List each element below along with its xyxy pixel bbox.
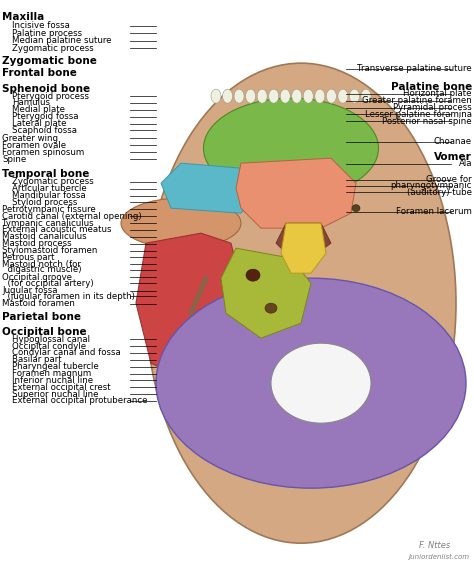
Text: Condylar canal and fossa: Condylar canal and fossa (12, 348, 121, 358)
Ellipse shape (349, 89, 359, 103)
Text: (auditory) tube: (auditory) tube (407, 188, 472, 197)
Text: Frontal bone: Frontal bone (2, 68, 77, 78)
Ellipse shape (265, 303, 277, 313)
Text: pharyngotympanic: pharyngotympanic (391, 181, 472, 190)
Ellipse shape (269, 89, 279, 103)
Ellipse shape (352, 205, 360, 212)
Text: Hamulus: Hamulus (12, 98, 50, 108)
Text: Scaphoid fossa: Scaphoid fossa (12, 126, 77, 135)
Text: Medial plate: Medial plate (12, 105, 65, 114)
Text: Lesser palatine foramina: Lesser palatine foramina (365, 110, 472, 119)
Text: Mastoid foramen: Mastoid foramen (2, 299, 75, 308)
Ellipse shape (211, 89, 221, 103)
Text: Mastoid canaliculus: Mastoid canaliculus (2, 232, 87, 241)
Polygon shape (136, 233, 241, 383)
Ellipse shape (203, 98, 379, 198)
Text: Occipital groove: Occipital groove (2, 273, 72, 282)
Text: Pharyngeal tubercle: Pharyngeal tubercle (12, 362, 99, 371)
Ellipse shape (156, 278, 466, 488)
Text: Mastoid process: Mastoid process (2, 239, 72, 248)
Text: Pterygoid process: Pterygoid process (12, 92, 89, 101)
Text: Mastoid notch (for: Mastoid notch (for (2, 260, 81, 269)
Text: Pyramidal process: Pyramidal process (393, 103, 472, 112)
Ellipse shape (338, 89, 348, 103)
Text: Petrous part: Petrous part (2, 253, 55, 262)
Text: F. Nttes: F. Nttes (419, 541, 450, 550)
Text: Foramen ovale: Foramen ovale (2, 141, 66, 150)
Text: Vomer: Vomer (434, 152, 472, 162)
Text: External occipital protuberance: External occipital protuberance (12, 396, 147, 406)
Ellipse shape (271, 343, 371, 423)
Ellipse shape (246, 269, 260, 281)
Ellipse shape (246, 89, 255, 103)
Ellipse shape (361, 89, 371, 103)
Text: Posterior nasal spine: Posterior nasal spine (383, 117, 472, 126)
Text: Occipital condyle: Occipital condyle (12, 341, 86, 351)
Ellipse shape (234, 89, 244, 103)
Text: Tympanic canaliculus: Tympanic canaliculus (2, 219, 94, 228)
Text: Median palatine suture: Median palatine suture (12, 36, 111, 45)
Ellipse shape (315, 89, 325, 103)
Text: Pterygoid fossa: Pterygoid fossa (12, 112, 79, 121)
Text: Groove for: Groove for (427, 175, 472, 184)
Text: Palatine bone: Palatine bone (391, 82, 472, 92)
Ellipse shape (121, 198, 241, 248)
Text: Maxilla: Maxilla (2, 12, 44, 22)
Ellipse shape (303, 89, 313, 103)
Text: Styloid process: Styloid process (12, 198, 77, 207)
Polygon shape (236, 158, 356, 228)
Text: Jugular fossa: Jugular fossa (2, 286, 57, 295)
Text: Greater palatine foramen: Greater palatine foramen (362, 96, 472, 105)
Text: Hypoglossal canal: Hypoglossal canal (12, 335, 90, 344)
Text: Zygomatic process: Zygomatic process (12, 177, 94, 186)
Text: Juniordenlist.com: Juniordenlist.com (408, 554, 469, 560)
Ellipse shape (257, 89, 267, 103)
Text: Transverse palatine suture: Transverse palatine suture (357, 64, 472, 73)
Text: Inferior nuchal line: Inferior nuchal line (12, 376, 93, 385)
Text: External acoustic meatus: External acoustic meatus (2, 225, 111, 235)
Polygon shape (221, 248, 311, 338)
Text: Superior nuchal line: Superior nuchal line (12, 390, 99, 399)
Text: Lateral plate: Lateral plate (12, 119, 66, 128)
Text: digastric muscle): digastric muscle) (2, 265, 82, 275)
Ellipse shape (280, 89, 290, 103)
Ellipse shape (292, 89, 302, 103)
Text: Articular tubercle: Articular tubercle (12, 184, 87, 193)
Text: Zygomatic process: Zygomatic process (12, 43, 94, 53)
Text: Foramen spinosum: Foramen spinosum (2, 148, 84, 157)
Text: Carotid canal (external opening): Carotid canal (external opening) (2, 212, 142, 221)
Text: Horizontal plate: Horizontal plate (403, 89, 472, 98)
Text: (jugular foramen in its depth): (jugular foramen in its depth) (2, 292, 135, 301)
Text: Mandibular fossa: Mandibular fossa (12, 191, 86, 200)
Text: Parietal bone: Parietal bone (2, 312, 81, 322)
Text: Palatine process: Palatine process (12, 29, 82, 38)
Text: Sphenoid bone: Sphenoid bone (2, 84, 90, 94)
Text: Temporal bone: Temporal bone (2, 169, 90, 180)
Text: Spine: Spine (2, 154, 26, 164)
Ellipse shape (222, 89, 233, 103)
Ellipse shape (327, 89, 337, 103)
Text: (for occipital artery): (for occipital artery) (2, 279, 94, 288)
Text: Basilar part: Basilar part (12, 355, 62, 364)
Text: Greater wing: Greater wing (2, 134, 58, 143)
Text: Occipital bone: Occipital bone (2, 327, 87, 337)
Text: Foramen magnum: Foramen magnum (12, 369, 91, 378)
Text: Choanae: Choanae (434, 137, 472, 146)
Ellipse shape (146, 63, 456, 543)
Text: Incisive fossa: Incisive fossa (12, 21, 70, 30)
Text: Foramen lacerum: Foramen lacerum (396, 207, 472, 216)
Text: External occipital crest: External occipital crest (12, 383, 110, 392)
Text: Zygomatic bone: Zygomatic bone (2, 56, 97, 66)
Polygon shape (276, 223, 331, 258)
Text: Ala: Ala (458, 159, 472, 168)
Text: Petrotympanic fissure: Petrotympanic fissure (2, 205, 96, 214)
Polygon shape (281, 223, 326, 273)
Polygon shape (161, 163, 261, 213)
Text: Stylomastoid foramen: Stylomastoid foramen (2, 246, 97, 255)
